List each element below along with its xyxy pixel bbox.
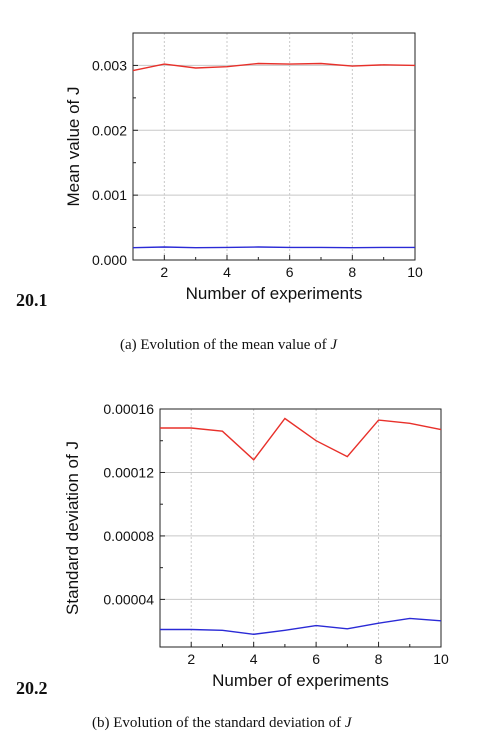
caption-bottom-variable: J — [345, 715, 353, 731]
y-tick-label: 0.00008 — [103, 528, 154, 544]
figure-label-top: 20.1 — [16, 290, 48, 310]
caption-bottom-text: (b) Evolution of the standard deviation … — [92, 715, 345, 731]
y-tick-label: 0.002 — [92, 122, 127, 138]
figure-label-bottom: 20.2 — [16, 678, 48, 698]
series-line-blue — [132, 246, 415, 249]
y-tick-label: 0.00012 — [103, 464, 154, 480]
y-tick-label: 0.003 — [92, 57, 127, 73]
y-axis-label: Mean value of J — [64, 86, 83, 206]
x-tick-label: 6 — [312, 651, 320, 667]
caption-bottom: (b) Evolution of the standard deviation … — [92, 715, 353, 731]
x-tick-label: 2 — [160, 264, 168, 280]
series-line-blue — [160, 617, 442, 636]
x-tick-label: 4 — [250, 651, 258, 667]
x-axis-label: Number of experiments — [186, 284, 363, 303]
x-tick-label: 10 — [407, 264, 423, 280]
series-line-red — [160, 417, 442, 461]
x-tick-label: 8 — [375, 651, 383, 667]
x-axis-label: Number of experiments — [212, 671, 389, 690]
std-deviation-chart: 2 4 6 8 10 0.00004 0.00008 0.00012 0.00016 Number… — [63, 401, 449, 690]
plot-frame — [159, 408, 442, 648]
y-tick-label: 0.001 — [92, 187, 127, 203]
caption-top-text: (a) Evolution of the mean value of — [120, 337, 330, 353]
caption-top-variable: J — [330, 337, 338, 353]
x-tick-label: 10 — [433, 651, 449, 667]
x-tick-label: 2 — [187, 651, 195, 667]
series-line-red — [132, 62, 416, 72]
plot-frame — [132, 32, 416, 261]
y-axis-label: Standard deviation of J — [63, 441, 82, 615]
caption-top: (a) Evolution of the mean value of J — [120, 337, 338, 353]
y-tick-label: 0.00016 — [103, 401, 154, 417]
y-tick-label: 0.00004 — [103, 591, 154, 607]
x-tick-label: 8 — [348, 264, 356, 280]
x-tick-label: 4 — [223, 264, 231, 280]
mean-value-chart: 2 4 6 8 10 0.000 0.001 0.002 0.003 Number of expe… — [64, 32, 423, 303]
x-tick-label: 6 — [286, 264, 294, 280]
y-tick-label: 0.000 — [92, 252, 127, 268]
